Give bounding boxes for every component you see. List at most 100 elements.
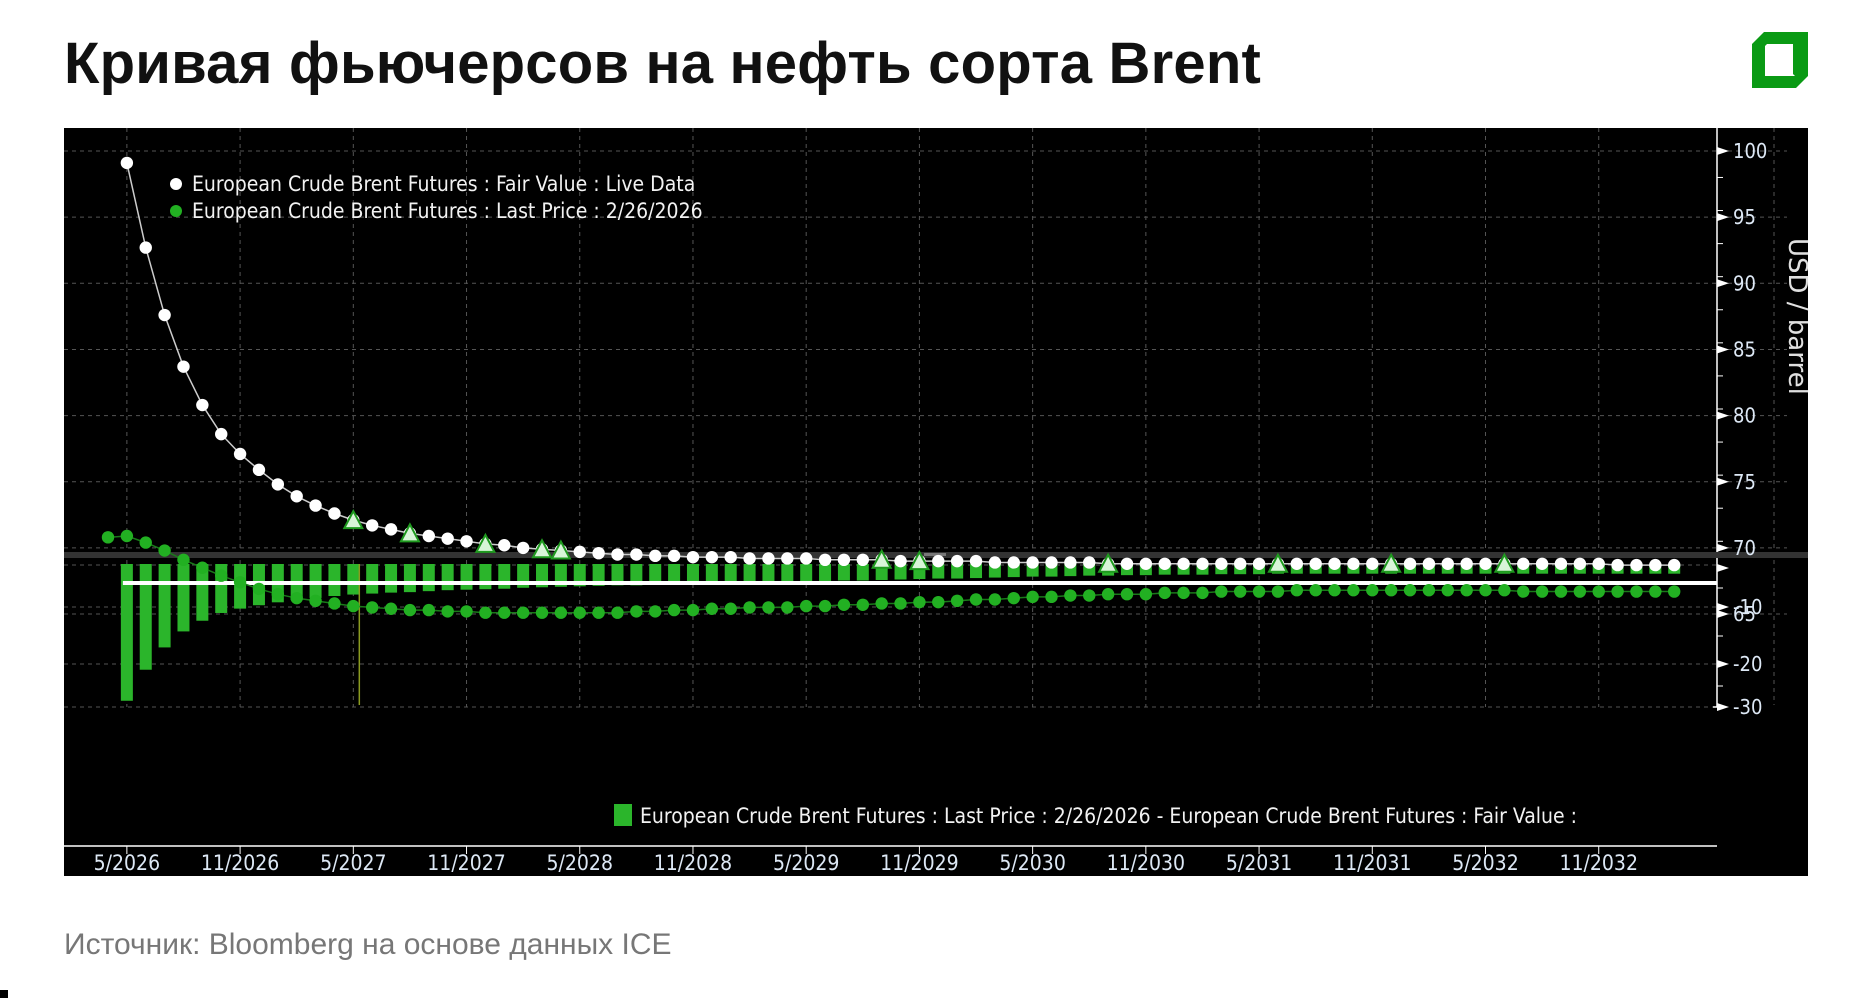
- fair-value-point: [1064, 556, 1077, 569]
- y-tick-arrow: [1717, 660, 1729, 668]
- fair-value-point: [1139, 557, 1153, 570]
- y-tick-label: 80: [1733, 404, 1756, 428]
- fair-value-point: [743, 552, 756, 565]
- last-price-point: [1196, 586, 1209, 600]
- fair-value-point: [252, 463, 266, 477]
- fair-value-point: [1649, 558, 1662, 572]
- x-tick-label: 11/2030: [1107, 851, 1185, 875]
- last-price-point: [932, 595, 945, 609]
- y-tick-label: 75: [1733, 470, 1756, 494]
- fair-value-point: [1120, 557, 1134, 570]
- y-tick-arrow: [1717, 411, 1729, 420]
- x-tick-label: 5/2031: [1226, 851, 1292, 875]
- last-price-point: [630, 605, 643, 618]
- last-price-point: [290, 591, 303, 605]
- fair-value-point: [1366, 557, 1379, 570]
- last-price-point: [403, 603, 417, 617]
- last-price-point: [139, 536, 152, 549]
- diff-bar: [441, 564, 454, 591]
- corner-mark: [0, 990, 8, 998]
- last-price-point: [1366, 584, 1379, 597]
- fair-value-point: [988, 556, 1002, 569]
- fair-value-point: [762, 552, 775, 565]
- legend-label-fair-value: European Crude Brent Futures : Fair Valu…: [192, 172, 695, 196]
- fair-value-point: [365, 519, 379, 532]
- last-price-point: [988, 593, 1002, 606]
- x-tick-label: 5/2030: [999, 851, 1065, 875]
- triangle-marker: [342, 508, 364, 530]
- last-price-point: [1554, 585, 1568, 598]
- last-price-point: [1460, 584, 1473, 597]
- diff-bar: [819, 564, 832, 581]
- last-price-point: [1403, 584, 1417, 597]
- triangle-marker: [1097, 552, 1119, 573]
- fair-value-point: [441, 532, 454, 545]
- last-price-point: [818, 599, 832, 613]
- last-price-point: [649, 605, 662, 618]
- y-tick-arrow: [1717, 147, 1729, 155]
- triangle-marker: [871, 548, 893, 569]
- source-caption: Источник: Bloomberg на основе данных ICE: [64, 928, 672, 961]
- last-price-point: [705, 602, 719, 615]
- fair-value-point: [781, 552, 794, 565]
- last-price-point: [724, 602, 737, 615]
- x-tick-label: 5/2028: [547, 851, 613, 875]
- fair-value-point: [837, 553, 851, 567]
- last-price-point: [479, 606, 492, 619]
- last-price-point: [233, 576, 247, 589]
- last-price-point: [1271, 585, 1285, 598]
- diff-bar: [649, 564, 662, 585]
- fair-value-point: [667, 549, 681, 563]
- fair-value-point: [1252, 557, 1266, 570]
- futures-chart: 65 70 75 80 85 90 95 100 USD / barrel -10 -20 -30 5/…: [64, 128, 1808, 876]
- fair-value-point: [328, 507, 341, 520]
- diff-bar: [724, 564, 737, 583]
- last-price-point: [328, 597, 341, 610]
- fair-value-point: [1441, 557, 1454, 570]
- triangle-marker: [1267, 552, 1289, 573]
- fair-value-point: [705, 550, 719, 564]
- y-tick-label: 70: [1733, 536, 1756, 560]
- diff-bar: [498, 564, 511, 589]
- last-price-point: [309, 594, 322, 608]
- diff-bar: [573, 564, 586, 587]
- diff-bar: [1083, 564, 1096, 576]
- last-price-point: [1026, 590, 1039, 604]
- fair-value-point: [1460, 557, 1473, 570]
- triangle-marker: [550, 539, 572, 560]
- last-price-point: [1064, 589, 1077, 602]
- last-price-point: [1422, 584, 1436, 597]
- x-tick-label: 11/2029: [880, 851, 958, 875]
- diff-bar: [894, 564, 907, 580]
- fair-value-point: [611, 548, 624, 561]
- diff-bar: [932, 564, 945, 579]
- fair-value-point: [1196, 557, 1209, 570]
- last-price-point: [781, 601, 794, 614]
- y-tick-arrow: [1717, 603, 1729, 611]
- fair-value-point: [1347, 557, 1360, 570]
- diff-bar: [686, 564, 699, 584]
- last-price-point: [1139, 588, 1153, 601]
- fair-value-point: [649, 549, 662, 563]
- y-axis-title: USD / barrel: [1782, 238, 1808, 395]
- fair-value-point: [271, 478, 285, 491]
- fair-value-point: [686, 550, 700, 564]
- fair-value-point: [422, 529, 435, 543]
- y-tick-arrow: [1717, 543, 1729, 552]
- diff-bar: [347, 564, 360, 595]
- fair-value-point: [1328, 557, 1341, 570]
- legend-marker-fair-value: [170, 178, 182, 190]
- brand-logo-icon: [1752, 32, 1808, 88]
- fair-value-point: [1592, 557, 1605, 570]
- diff-bar: [120, 564, 133, 701]
- panel-divider-handle: [924, 553, 946, 556]
- fair-value-point: [799, 552, 813, 565]
- y-tick-label: -20: [1733, 652, 1762, 676]
- last-price-point: [516, 606, 530, 619]
- last-price-point: [347, 599, 360, 613]
- last-price-point: [894, 597, 907, 610]
- triangle-marker: [531, 538, 553, 559]
- x-tick-label: 5/2027: [320, 851, 386, 875]
- fair-value-point: [290, 490, 303, 503]
- y-tick-arrow: [1717, 564, 1729, 572]
